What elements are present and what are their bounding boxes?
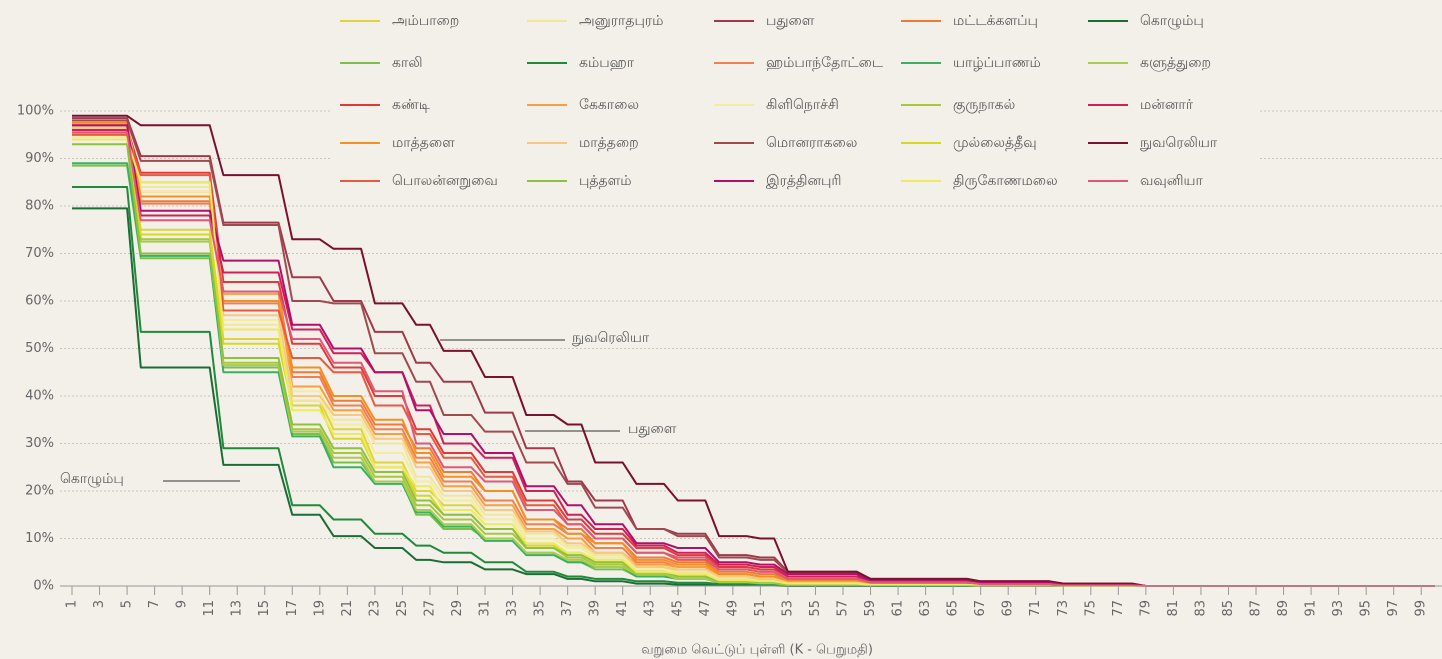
series-line xyxy=(72,131,1435,587)
legend-label: திருகோணமலை xyxy=(953,173,1058,189)
y-tick-label: 0% xyxy=(33,579,54,594)
x-tick-label: 83 xyxy=(1193,600,1208,617)
legend-label: கண்டி xyxy=(392,97,430,113)
y-tick-label: 70% xyxy=(25,246,54,261)
x-tick-label: 17 xyxy=(285,600,300,617)
x-tick-label: 77 xyxy=(1111,600,1126,617)
y-tick-label: 20% xyxy=(25,484,54,499)
x-tick-label: 23 xyxy=(367,600,382,617)
x-tick-label: 43 xyxy=(643,600,658,617)
x-tick-label: 95 xyxy=(1359,600,1374,617)
x-tick-label: 57 xyxy=(835,600,850,617)
legend-label: வவுனியா xyxy=(1140,173,1204,189)
x-tick-label: 37 xyxy=(560,600,575,617)
y-tick-label: 60% xyxy=(25,294,54,309)
x-tick-label: 59 xyxy=(863,600,878,617)
legend-label: மட்டக்களப்பு xyxy=(953,13,1038,29)
x-tick-label: 63 xyxy=(918,600,933,617)
legend-label: புத்தளம் xyxy=(579,173,632,189)
x-tick-label: 11 xyxy=(202,600,217,617)
y-tick-label: 40% xyxy=(25,389,54,404)
annotation: கொழும்பு xyxy=(60,471,124,488)
x-tick-label: 29 xyxy=(450,600,465,617)
x-tick-label: 33 xyxy=(505,600,520,617)
x-tick-label: 51 xyxy=(753,600,768,617)
y-tick-label: 80% xyxy=(25,199,54,214)
legend-label: மொனராகலை xyxy=(766,135,857,151)
x-tick-label: 93 xyxy=(1331,600,1346,617)
x-tick-label: 7 xyxy=(147,600,162,608)
legend-label: கிளிநொச்சி xyxy=(766,97,839,113)
x-tick-label: 1 xyxy=(65,600,80,608)
x-axis-label: வறுமை வெட்டுப் புள்ளி (K - பெறுமதி) xyxy=(641,643,873,658)
legend-label: முல்லைத்தீவு xyxy=(953,135,1037,151)
x-tick-label: 19 xyxy=(312,600,327,617)
x-tick-label: 5 xyxy=(120,600,135,608)
x-tick-label: 41 xyxy=(615,600,630,617)
x-tick-label: 49 xyxy=(725,600,740,617)
legend-label: நுவரெலியா xyxy=(1140,135,1218,151)
x-tick-label: 87 xyxy=(1249,600,1264,617)
axes: 0%10%20%30%40%50%60%70%80%90%100%1 3 5 7 9 11… xyxy=(17,104,1442,617)
x-tick-label: 35 xyxy=(533,600,548,617)
x-tick-label: 73 xyxy=(1056,600,1071,617)
x-tick-label: 67 xyxy=(973,600,988,617)
x-tick-label: 15 xyxy=(257,600,272,617)
legend-background xyxy=(330,0,1260,200)
x-tick-label: 85 xyxy=(1221,600,1236,617)
x-tick-label: 47 xyxy=(698,600,713,617)
x-tick-label: 3 xyxy=(92,600,107,608)
x-tick-label: 55 xyxy=(808,600,823,617)
legend-label: குருநாகல் xyxy=(953,97,1015,114)
legend-label: பதுளை xyxy=(766,13,815,29)
x-tick-label: 69 xyxy=(1001,600,1016,617)
annotation: பதுளை xyxy=(628,421,677,437)
x-tick-label: 31 xyxy=(478,600,493,617)
legend-label: காலி xyxy=(392,55,423,71)
legend-label: கேகாலை xyxy=(579,97,639,113)
legend-label: அனுராதபுரம் xyxy=(579,13,663,29)
legend-label: பொலன்னறுவை xyxy=(392,173,498,189)
x-tick-label: 89 xyxy=(1276,600,1291,617)
x-tick-label: 39 xyxy=(588,600,603,617)
legend-label: ஹம்பாந்தோட்டை xyxy=(766,55,883,71)
plot xyxy=(72,114,1435,587)
x-tick-label: 71 xyxy=(1028,600,1043,617)
x-tick-label: 97 xyxy=(1386,600,1401,617)
legend-label: மாத்தறை xyxy=(579,135,639,151)
y-tick-label: 10% xyxy=(25,531,54,546)
y-tick-label: 30% xyxy=(25,436,54,451)
x-tick-label: 21 xyxy=(340,600,355,617)
x-tick-label: 79 xyxy=(1138,600,1153,617)
legend-label: கம்பஹா xyxy=(579,55,635,71)
legend-label: அம்பாறை xyxy=(392,13,459,29)
x-tick-label: 61 xyxy=(891,600,906,617)
x-tick-label: 45 xyxy=(670,600,685,617)
series-line xyxy=(72,138,1435,587)
x-tick-label: 13 xyxy=(230,600,245,617)
legend-label: கொழும்பு xyxy=(1140,13,1204,30)
x-tick-label: 27 xyxy=(422,600,437,617)
x-tick-label: 65 xyxy=(946,600,961,617)
legend-label: இரத்தினபுரி xyxy=(766,173,842,189)
y-tick-label: 90% xyxy=(25,151,54,166)
y-tick-label: 100% xyxy=(17,104,54,119)
x-tick-label: 53 xyxy=(780,600,795,617)
legend-label: மன்னார் xyxy=(1140,97,1194,113)
y-tick-label: 50% xyxy=(25,341,54,356)
x-tick-label: 99 xyxy=(1414,600,1429,617)
annotation: நுவரெலியா xyxy=(572,330,650,346)
legend: அம்பாறை அனுராதபுரம் பதுளை மட்டக்களப்பு கொழும… xyxy=(340,13,1218,189)
legend-label: களுத்துறை xyxy=(1140,55,1211,72)
x-tick-label: 25 xyxy=(395,600,410,617)
series-line xyxy=(72,114,1435,587)
x-tick-label: 81 xyxy=(1166,600,1181,617)
x-tick-label: 9 xyxy=(175,600,190,608)
x-tick-label: 91 xyxy=(1304,600,1319,617)
legend-label: யாழ்ப்பாணம் xyxy=(953,55,1041,71)
x-tick-label: 75 xyxy=(1083,600,1098,617)
legend-label: மாத்தளை xyxy=(392,135,455,151)
